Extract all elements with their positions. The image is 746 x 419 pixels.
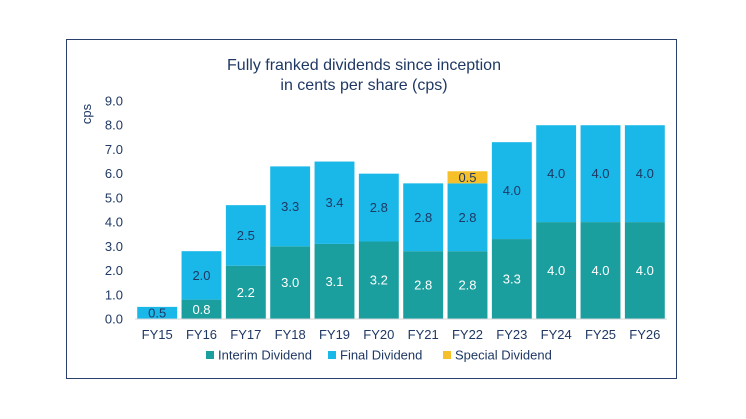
bar-interim-dividend	[314, 243, 355, 319]
y-tick-label: 1.0	[105, 287, 123, 302]
bar-final-dividend	[137, 306, 178, 319]
data-label: 2.8	[370, 200, 388, 215]
x-tick-label: FY19	[319, 327, 350, 342]
data-label: 2.8	[414, 278, 432, 293]
x-tick-label: FY18	[275, 327, 306, 342]
chart-title-line-2: in cents per share (cps)	[280, 77, 447, 94]
data-label: 4.0	[591, 166, 609, 181]
bar-final-dividend	[358, 173, 399, 242]
bar-final-dividend	[536, 125, 577, 223]
legend-swatch-interim-dividend	[206, 351, 214, 359]
y-axis-label: cps	[79, 103, 94, 124]
bar-interim-dividend	[624, 222, 665, 319]
data-label: 2.0	[192, 268, 210, 283]
data-label: 4.0	[636, 263, 654, 278]
bar-interim-dividend	[181, 299, 222, 319]
data-label: 4.0	[591, 263, 609, 278]
bar-interim-dividend	[447, 251, 488, 319]
data-label: 3.2	[370, 273, 388, 288]
y-tick-label: 8.0	[105, 118, 123, 133]
bar-interim-dividend	[358, 241, 399, 319]
chart-title-line-1: Fully franked dividends since inception	[227, 57, 501, 74]
x-tick-label: FY16	[186, 327, 217, 342]
bar-interim-dividend	[491, 239, 532, 319]
bar-final-dividend	[491, 142, 532, 240]
y-tick-label: 7.0	[105, 142, 123, 157]
bar-interim-dividend	[580, 222, 621, 319]
y-tick-label: 6.0	[105, 166, 123, 181]
data-label: 3.4	[325, 195, 343, 210]
bar-final-dividend	[314, 161, 355, 244]
data-label: 2.8	[414, 210, 432, 225]
data-label: 4.0	[636, 166, 654, 181]
x-tick-label: FY20	[363, 327, 394, 342]
bar-interim-dividend	[536, 222, 577, 319]
bar-final-dividend	[447, 183, 488, 252]
bar-final-dividend	[580, 125, 621, 223]
bar-final-dividend	[624, 125, 665, 223]
data-label: 2.8	[458, 210, 476, 225]
data-label: 3.3	[281, 199, 299, 214]
bars	[137, 125, 665, 319]
bar-final-dividend	[270, 166, 311, 247]
x-tick-label: FY25	[585, 327, 616, 342]
x-tick-label: FY24	[541, 327, 572, 342]
y-tick-label: 5.0	[105, 190, 123, 205]
data-label: 0.5	[148, 305, 166, 320]
bar-interim-dividend	[225, 265, 266, 319]
y-tick-label: 0.0	[105, 312, 123, 327]
y-axis-ticks: 0.0 1.0 2.0 3.0 4.0 5.0 6.0 7.0 8.0 9.0	[105, 94, 123, 327]
x-tick-label: FY26	[629, 327, 660, 342]
dividend-chart: Fully franked dividends since inception …	[79, 57, 667, 363]
data-labels: 0.5 0.8 2.0 2.2 2.5 3.0 3.3 3.1 3.4 3.2 2.8 2.8 2.8 2…	[148, 166, 654, 320]
bar-final-dividend	[403, 183, 444, 252]
chart-frame: Fully franked dividends since inception …	[66, 39, 677, 379]
y-tick-label: 9.0	[105, 94, 123, 109]
legend-swatch-special-dividend	[443, 351, 451, 359]
y-tick-label: 2.0	[105, 263, 123, 278]
data-label: 4.0	[547, 166, 565, 181]
data-label: 2.8	[458, 278, 476, 293]
y-tick-label: 3.0	[105, 239, 123, 254]
data-label: 2.2	[237, 285, 255, 300]
bar-final-dividend	[181, 251, 222, 300]
x-tick-label: FY22	[452, 327, 483, 342]
x-axis-ticks: FY15 FY16 FY17 FY18 FY19 FY20 FY21 FY22 FY23 FY24…	[142, 327, 661, 342]
x-tick-label: FY17	[230, 327, 261, 342]
data-label: 3.0	[281, 275, 299, 290]
x-tick-label: FY21	[408, 327, 439, 342]
legend-label: Special Dividend	[455, 348, 552, 363]
x-tick-label: FY15	[142, 327, 173, 342]
data-label: 4.0	[547, 263, 565, 278]
bar-final-dividend	[225, 205, 266, 266]
data-label: 3.1	[325, 274, 343, 289]
bar-special-dividend	[447, 171, 488, 184]
x-tick-label: FY23	[496, 327, 527, 342]
data-label: 0.8	[192, 302, 210, 317]
data-label: 0.5	[458, 170, 476, 185]
data-label: 4.0	[503, 183, 521, 198]
bar-interim-dividend	[270, 246, 311, 319]
legend: Interim Dividend Final Dividend Special Di…	[206, 348, 552, 363]
legend-label: Interim Dividend	[218, 348, 312, 363]
data-label: 3.3	[503, 272, 521, 287]
data-label: 2.5	[237, 228, 255, 243]
y-tick-label: 4.0	[105, 215, 123, 230]
legend-swatch-final-dividend	[328, 351, 336, 359]
legend-label: Final Dividend	[340, 348, 422, 363]
bar-interim-dividend	[403, 251, 444, 319]
